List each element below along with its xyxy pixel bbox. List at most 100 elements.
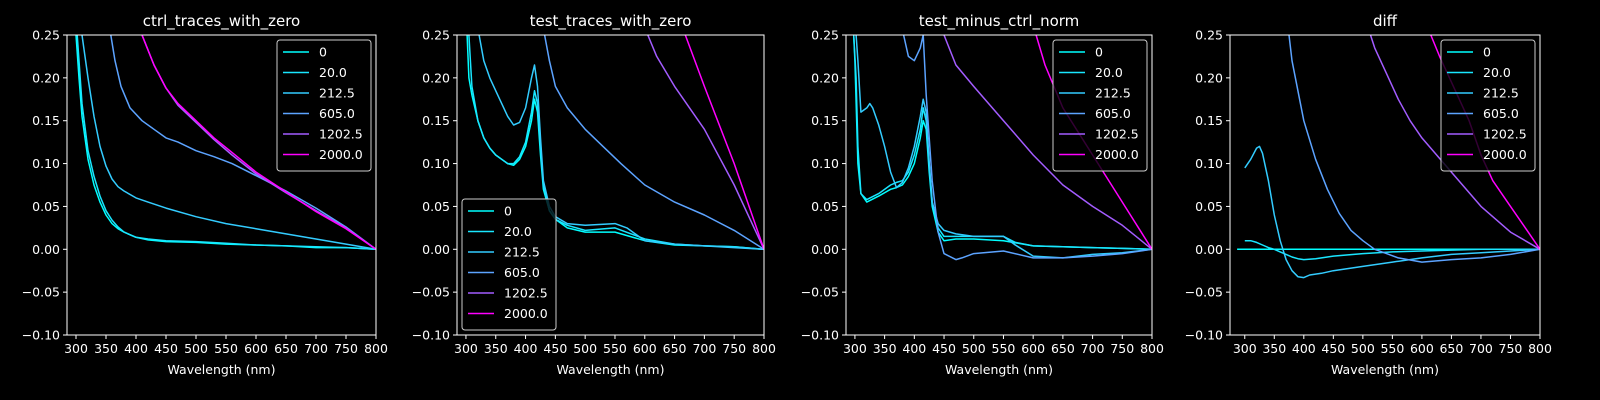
- x-tick-label: 600: [244, 341, 268, 356]
- axes-frame: [1229, 34, 1541, 336]
- legend-label: 1202.5: [504, 286, 548, 301]
- y-tick-label: 0.10: [1195, 156, 1223, 171]
- panels: ctrl_traces_with_zero 300 350 400 450 500 550 6…: [22, 12, 1552, 377]
- series-line-212.5: [478, 35, 764, 251]
- chart-title: test_minus_ctrl_norm: [919, 12, 1080, 31]
- x-tick-label: 500: [962, 341, 986, 356]
- axes-frame: [66, 34, 377, 336]
- x-tick-label: 400: [902, 341, 926, 356]
- series-line-2000.0: [141, 35, 376, 250]
- legend-label: 20.0: [1483, 65, 1511, 80]
- x-tick-label: 800: [752, 341, 776, 356]
- chart-title: test_traces_with_zero: [530, 12, 692, 31]
- legend: 0 20.0 212.5 605.0 1202.5 2000.0: [1052, 39, 1148, 172]
- series-line-1202.5: [647, 35, 764, 250]
- y-tick-label: 0.25: [811, 28, 839, 43]
- x-tick-label: 800: [1140, 341, 1164, 356]
- x-tick-label: 550: [1380, 341, 1404, 356]
- legend-label: 2000.0: [1483, 147, 1527, 162]
- x-tick-label: 500: [573, 341, 597, 356]
- legend-label: 605.0: [1483, 106, 1519, 121]
- series-line-212.5: [81, 35, 376, 251]
- axes-frame: [456, 34, 765, 336]
- series-group: [466, 35, 764, 251]
- y-tick-label: 0.05: [1195, 199, 1223, 214]
- legend-label: 20.0: [504, 224, 532, 239]
- x-tick-label: 750: [722, 341, 746, 356]
- x-tick-label: 350: [873, 341, 897, 356]
- series-line-20.0: [1244, 239, 1540, 261]
- legend: 0 20.0 212.5 605.0 1202.5 2000.0: [461, 198, 557, 331]
- series-line-20.0: [76, 35, 376, 251]
- x-tick-label: 500: [1351, 341, 1375, 356]
- x-tick-label: 600: [1410, 341, 1434, 356]
- y-tick-label: 0.00: [811, 242, 839, 257]
- x-tick-label: 800: [1528, 341, 1552, 356]
- x-tick-label: 350: [1262, 341, 1286, 356]
- y-tick-label: 0.05: [422, 199, 450, 214]
- x-tick-label: 450: [543, 341, 567, 356]
- x-tick-label: 550: [603, 341, 627, 356]
- x-tick-label: 700: [692, 341, 716, 356]
- x-tick-label: 400: [1292, 341, 1316, 356]
- x-tick-label: 650: [1051, 341, 1075, 356]
- x-tick-label: 650: [663, 341, 687, 356]
- series-line-605.0: [110, 35, 376, 250]
- legend-label: 605.0: [504, 265, 540, 280]
- y-tick-label: 0.15: [1195, 113, 1223, 128]
- chart-panel-1: test_traces_with_zero 300 350 400 450 500 550 6…: [412, 12, 776, 377]
- x-tick-label: 300: [64, 341, 88, 356]
- y-tick-label: 0.25: [1195, 28, 1223, 43]
- y-tick-label: −0.10: [801, 328, 839, 343]
- legend-label: 605.0: [1095, 106, 1131, 121]
- x-tick-label: 800: [364, 341, 388, 356]
- y-tick-label: 0.00: [422, 242, 450, 257]
- legend-label: 212.5: [1095, 86, 1131, 101]
- legend-label: 20.0: [1095, 65, 1123, 80]
- x-axis-label: Wavelength (nm): [168, 362, 276, 377]
- y-tick-label: 0.20: [1195, 70, 1223, 85]
- legend-label: 212.5: [319, 86, 355, 101]
- chart-panel-3: diff 300 350 400 450 500 550 600 650 700 750 800 −0.…: [1185, 12, 1552, 377]
- x-axis-label: Wavelength (nm): [945, 362, 1053, 377]
- legend-label: 212.5: [504, 245, 540, 260]
- x-tick-label: 350: [484, 341, 508, 356]
- x-tick-label: 600: [633, 341, 657, 356]
- x-tick-label: 550: [992, 341, 1016, 356]
- legend-label: 2000.0: [1095, 147, 1139, 162]
- x-tick-label: 400: [124, 341, 148, 356]
- legend-label: 0: [1095, 45, 1103, 60]
- chart-panel-2: test_minus_ctrl_norm 300 350 400 450 500 550 60…: [801, 12, 1164, 377]
- y-tick-label: 0.10: [811, 156, 839, 171]
- series-line-212.5: [855, 35, 1152, 259]
- y-tick-label: 0.15: [32, 113, 60, 128]
- legend-label: 2000.0: [319, 147, 363, 162]
- legend-label: 1202.5: [1483, 127, 1527, 142]
- legend-label: 2000.0: [504, 306, 548, 321]
- y-tick-label: −0.05: [22, 285, 60, 300]
- legend-label: 0: [1483, 45, 1491, 60]
- x-tick-label: 700: [1469, 341, 1493, 356]
- y-tick-label: 0.20: [32, 70, 60, 85]
- legend: 0 20.0 212.5 605.0 1202.5 2000.0: [1440, 39, 1536, 172]
- y-tick-label: 0.20: [811, 70, 839, 85]
- series-line-605.0: [543, 35, 764, 250]
- series-line-1202.5: [1369, 35, 1540, 250]
- series-line-212.5: [1244, 145, 1540, 279]
- y-tick-label: −0.05: [801, 285, 839, 300]
- legend: 0 20.0 212.5 605.0 1202.5 2000.0: [276, 39, 372, 172]
- legend-label: 20.0: [319, 65, 347, 80]
- y-tick-label: 0.00: [32, 242, 60, 257]
- y-tick-label: 0.10: [32, 156, 60, 171]
- axes-frame: [845, 34, 1153, 336]
- series-line-605.0: [1288, 35, 1540, 263]
- x-tick-label: 450: [1321, 341, 1345, 356]
- legend-label: 0: [504, 204, 512, 219]
- chart-panel-0: ctrl_traces_with_zero 300 350 400 450 500 550 6…: [22, 12, 388, 377]
- series-group: [75, 35, 376, 251]
- chart-title: diff: [1373, 12, 1398, 30]
- y-tick-label: 0.25: [32, 28, 60, 43]
- y-tick-label: −0.05: [412, 285, 450, 300]
- chart-title: ctrl_traces_with_zero: [143, 12, 300, 31]
